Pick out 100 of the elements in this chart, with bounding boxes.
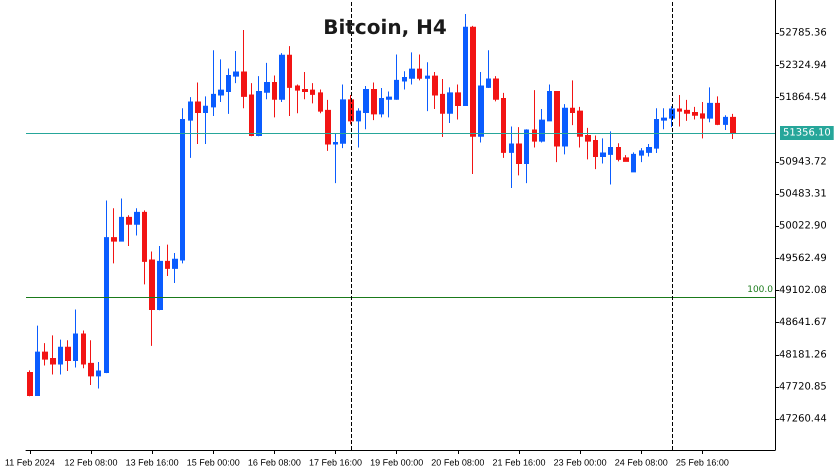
candlestick — [554, 91, 560, 163]
candlestick — [58, 339, 63, 376]
candlestick — [310, 82, 315, 104]
y-tick-label: 49102.08 — [779, 285, 827, 296]
x-tick-label: 24 Feb 08:00 — [614, 458, 668, 468]
x-tick-label: 25 Feb 16:00 — [676, 458, 729, 468]
candlestick — [639, 148, 644, 163]
candlestick — [88, 340, 94, 386]
candlestick — [539, 108, 545, 144]
candlestick — [379, 88, 384, 118]
candlestick — [142, 210, 147, 285]
candlestick — [371, 82, 377, 121]
candlestick — [81, 330, 86, 369]
candlestick — [646, 143, 652, 158]
candlestick — [73, 309, 78, 368]
candlestick — [715, 96, 720, 126]
candlestick — [532, 90, 537, 148]
y-tick-label: 50483.31 — [779, 188, 827, 200]
candlestick — [509, 126, 514, 188]
candlestick — [730, 113, 736, 140]
candlestick — [386, 91, 392, 118]
candlestick — [593, 135, 598, 170]
y-tick-label: 47260.44 — [779, 414, 827, 425]
candlestick — [195, 82, 201, 144]
candlestick — [409, 52, 415, 86]
x-tick-label: 17 Feb 16:00 — [309, 458, 362, 468]
candlestick — [188, 96, 193, 158]
candlestick — [203, 96, 208, 144]
candlestick — [134, 208, 140, 236]
candlestick — [180, 108, 185, 264]
candlestick — [325, 99, 331, 152]
candlestick — [608, 130, 613, 185]
candlestick — [677, 94, 682, 127]
candlestick — [486, 50, 491, 89]
candlestick — [126, 214, 132, 246]
candlestick — [340, 84, 346, 149]
candlestick — [425, 62, 430, 112]
x-tick-label: 11 Feb 2024 — [4, 458, 55, 468]
candlestick — [363, 85, 369, 130]
y-tick-label: 47720.85 — [779, 382, 827, 393]
y-tick-label: 52785.36 — [779, 28, 827, 39]
candlestick — [631, 152, 636, 172]
candlestick — [524, 128, 529, 184]
annotation: 100.0 — [747, 285, 774, 296]
candlestick — [692, 106, 698, 120]
y-tick-label: 50943.72 — [779, 156, 827, 168]
candlestick — [172, 252, 178, 284]
candlestick — [256, 76, 262, 137]
text: Bitcoin, H4 — [323, 15, 447, 39]
x-tick-label: 19 Feb 00:00 — [370, 458, 424, 468]
candlestick — [333, 132, 338, 184]
candlestick — [356, 108, 361, 148]
candlestick — [616, 142, 621, 162]
candlestick — [241, 30, 247, 109]
candlestick — [455, 84, 461, 120]
candlestick — [700, 102, 705, 139]
candlestick — [149, 251, 155, 346]
candlestick — [279, 52, 285, 103]
candlestick — [585, 127, 591, 160]
candlestick — [570, 80, 575, 126]
x-tick-label: 12 Feb 08:00 — [64, 458, 118, 468]
candlestick — [463, 13, 468, 106]
candlestick — [233, 50, 239, 84]
candlestick — [218, 58, 224, 103]
candlestick — [623, 154, 629, 162]
x-tick-label: 15 Feb 00:00 — [186, 458, 240, 468]
candlestick — [226, 68, 231, 114]
x-tick-label: 23 Feb 00:00 — [554, 458, 607, 468]
candlestick — [211, 50, 216, 116]
candlestick — [707, 86, 713, 123]
y-tick-label: 52324.94 — [779, 60, 827, 71]
candlestick — [654, 108, 659, 154]
candlestick — [661, 108, 667, 130]
candlestick — [302, 71, 308, 100]
y-tick-label: 49562.49 — [779, 252, 827, 264]
candlestick — [157, 245, 163, 311]
x-tick-label: 21 Feb 16:00 — [492, 458, 546, 468]
candlestick — [432, 71, 438, 110]
candlestick — [577, 106, 583, 148]
candlestick — [394, 54, 399, 100]
candlestick — [249, 82, 254, 137]
candlestick — [27, 370, 33, 397]
candlestick — [562, 104, 568, 155]
candlestick — [600, 138, 606, 164]
y-tick-label: 48181.26 — [779, 349, 827, 360]
candlestick — [50, 334, 56, 376]
candlestick — [547, 84, 552, 122]
candlestick — [287, 46, 292, 116]
x-tick-label: 13 Feb 16:00 — [126, 458, 179, 468]
candlestick — [493, 76, 499, 102]
candlestick — [295, 84, 300, 114]
ref-line-label: 51356.10 — [783, 128, 831, 139]
candlestick — [272, 74, 277, 118]
candlestick — [104, 200, 109, 374]
candlestick — [65, 340, 71, 372]
y-tick-label: 48641.67 — [779, 317, 827, 328]
candlestick — [165, 244, 170, 277]
y-tick-label: 51864.54 — [779, 92, 827, 104]
candlestick — [478, 71, 484, 144]
candlestick — [119, 198, 124, 242]
